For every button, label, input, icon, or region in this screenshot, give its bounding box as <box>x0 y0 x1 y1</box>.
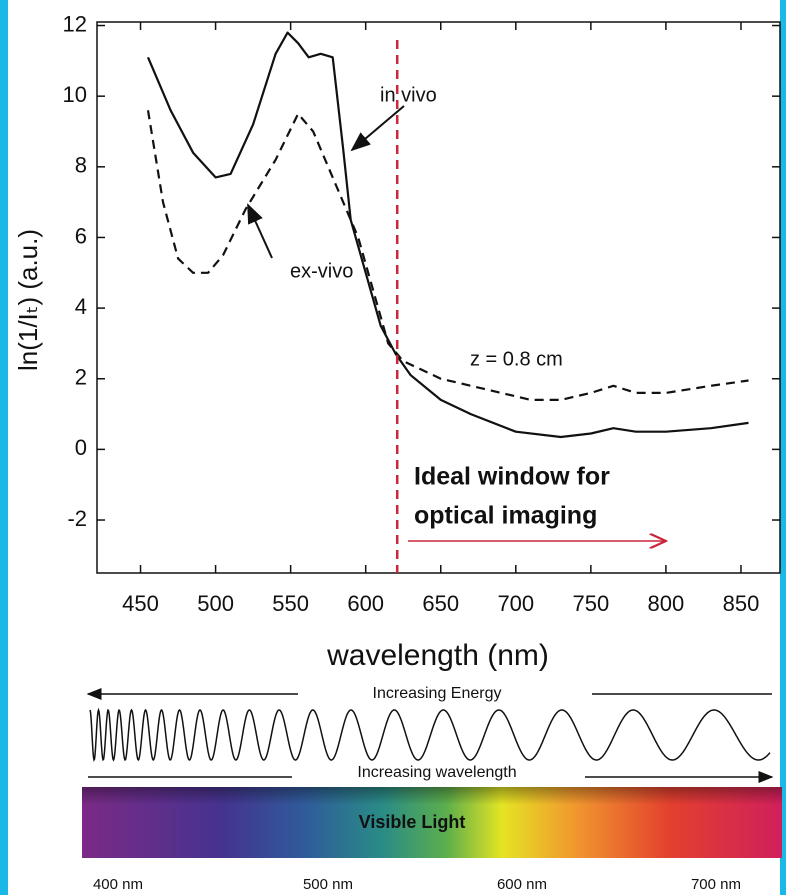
x-tick-label: 650 <box>422 591 459 616</box>
wavelength-label: Increasing wavelength <box>357 764 516 781</box>
annotation: ex-vivo <box>290 260 353 282</box>
series-line <box>146 31 749 439</box>
series-line <box>146 110 749 401</box>
scale-label: 400 nm <box>93 876 143 893</box>
y-tick-label: 6 <box>75 223 87 248</box>
y-tick-label: -2 <box>67 506 87 531</box>
scale-label: 600 nm <box>497 876 547 893</box>
scale-label: 700 nm <box>691 876 741 893</box>
y-tick-label: 8 <box>75 153 87 178</box>
frame-right <box>780 0 786 895</box>
annotation: optical imaging <box>414 502 597 530</box>
scale-label: 500 nm <box>303 876 353 893</box>
spectrum-shade <box>82 787 782 858</box>
x-tick-label: 800 <box>648 591 685 616</box>
x-axis-label: wavelength (nm) <box>326 639 549 672</box>
y-tick-label: 0 <box>75 435 87 460</box>
y-tick-label: 2 <box>75 365 87 390</box>
wave <box>89 707 771 762</box>
x-tick-label: 450 <box>122 591 159 616</box>
x-tick-label: 600 <box>347 591 384 616</box>
band-label: Visible Light <box>359 812 466 832</box>
plot-frame <box>96 21 781 574</box>
plot-marks: 450 500 550 600 650 700 750 800 850 -2 0 2 4 6 8 10 12 <box>63 11 780 616</box>
annotation-arrow <box>247 203 273 259</box>
annotation-arrow <box>350 105 405 152</box>
x-tick-label: 850 <box>723 591 760 616</box>
x-tick-label: 750 <box>573 591 610 616</box>
energy-label: Increasing Energy <box>373 685 502 702</box>
annotation: in vivo <box>380 84 437 106</box>
y-tick-label: 10 <box>63 82 87 107</box>
annotation: Ideal window for <box>414 463 610 491</box>
y-tick-label: 12 <box>63 11 87 36</box>
x-tick-label: 700 <box>497 591 534 616</box>
x-tick-label: 550 <box>272 591 309 616</box>
y-axis-label: ln(1/Iₜ) (a.u.) <box>13 229 43 371</box>
annotation: z = 0.8 cm <box>470 348 563 370</box>
frame-left <box>0 0 8 895</box>
x-tick-label: 500 <box>197 591 234 616</box>
y-tick-label: 4 <box>75 294 87 319</box>
